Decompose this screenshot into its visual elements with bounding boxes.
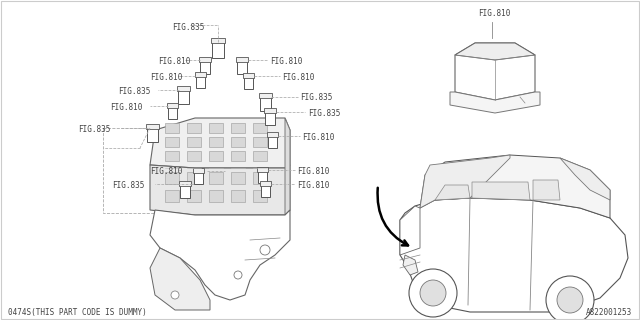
Circle shape: [171, 291, 179, 299]
Polygon shape: [150, 118, 290, 168]
Text: FIG.810: FIG.810: [110, 102, 142, 111]
Bar: [209, 137, 223, 147]
Bar: [165, 123, 179, 133]
Polygon shape: [403, 255, 418, 275]
Circle shape: [557, 287, 583, 313]
Polygon shape: [455, 43, 535, 60]
Bar: [165, 190, 179, 202]
Bar: [259, 97, 271, 111]
Text: FIG.835: FIG.835: [172, 23, 204, 33]
Bar: [187, 137, 201, 147]
Polygon shape: [400, 198, 628, 312]
Bar: [253, 172, 267, 184]
Bar: [259, 181, 271, 186]
Bar: [243, 73, 253, 78]
Bar: [265, 111, 275, 124]
Bar: [168, 107, 177, 119]
Bar: [187, 172, 201, 184]
Text: FIG.810: FIG.810: [478, 9, 510, 18]
Circle shape: [546, 276, 594, 320]
Bar: [264, 108, 276, 113]
Text: A822001253: A822001253: [586, 308, 632, 317]
Polygon shape: [560, 158, 610, 200]
Circle shape: [260, 245, 270, 255]
Text: FIG.810: FIG.810: [270, 57, 302, 66]
Bar: [231, 172, 245, 184]
Bar: [209, 123, 223, 133]
Bar: [257, 167, 268, 172]
Bar: [177, 86, 189, 91]
Polygon shape: [150, 248, 210, 310]
Bar: [253, 123, 267, 133]
Bar: [237, 60, 247, 74]
Bar: [266, 132, 278, 137]
Bar: [200, 60, 210, 74]
Polygon shape: [285, 118, 290, 215]
Bar: [187, 151, 201, 161]
Bar: [187, 123, 201, 133]
Bar: [199, 57, 211, 61]
Text: FIG.835: FIG.835: [300, 93, 332, 102]
Bar: [195, 72, 205, 77]
Bar: [209, 151, 223, 161]
Polygon shape: [435, 185, 470, 200]
Polygon shape: [420, 155, 510, 208]
Bar: [179, 180, 191, 186]
Text: FIG.835: FIG.835: [308, 108, 340, 117]
Bar: [177, 90, 189, 104]
Polygon shape: [455, 43, 535, 100]
Bar: [209, 190, 223, 202]
Bar: [211, 38, 225, 43]
Bar: [257, 171, 266, 183]
Circle shape: [409, 269, 457, 317]
Text: FIG.810: FIG.810: [158, 57, 190, 66]
Bar: [268, 136, 276, 148]
Polygon shape: [400, 206, 420, 255]
Bar: [165, 172, 179, 184]
Text: FIG.835: FIG.835: [118, 86, 150, 95]
Polygon shape: [420, 155, 610, 218]
Bar: [187, 190, 201, 202]
Bar: [195, 76, 205, 88]
Circle shape: [420, 280, 446, 306]
Text: FIG.810: FIG.810: [282, 73, 314, 82]
Bar: [209, 172, 223, 184]
Bar: [253, 137, 267, 147]
Bar: [253, 190, 267, 202]
Bar: [147, 128, 157, 142]
Bar: [193, 168, 204, 173]
Text: FIG.835: FIG.835: [78, 124, 110, 133]
Text: FIG.810: FIG.810: [302, 132, 334, 141]
Bar: [103, 128, 278, 213]
Polygon shape: [150, 210, 290, 300]
Polygon shape: [472, 182, 530, 200]
Bar: [231, 123, 245, 133]
Bar: [253, 151, 267, 161]
Text: FIG.835: FIG.835: [112, 180, 145, 189]
Polygon shape: [450, 92, 540, 113]
Text: 0474S(THIS PART CODE IS DUMMY): 0474S(THIS PART CODE IS DUMMY): [8, 308, 147, 317]
Bar: [260, 185, 269, 197]
Bar: [243, 77, 253, 89]
Bar: [165, 137, 179, 147]
Bar: [212, 42, 224, 58]
Polygon shape: [150, 165, 290, 215]
Text: FIG.810: FIG.810: [297, 180, 330, 189]
Bar: [165, 151, 179, 161]
Bar: [145, 124, 159, 129]
Bar: [180, 185, 190, 197]
Polygon shape: [533, 180, 560, 200]
Bar: [231, 151, 245, 161]
Text: FIG.810: FIG.810: [297, 166, 330, 175]
Text: FIG.810: FIG.810: [150, 73, 182, 82]
Bar: [236, 57, 248, 61]
Text: FIG.810: FIG.810: [150, 167, 182, 177]
Bar: [231, 190, 245, 202]
Circle shape: [234, 271, 242, 279]
Bar: [231, 137, 245, 147]
Bar: [259, 93, 271, 98]
Bar: [193, 172, 202, 184]
Bar: [166, 103, 177, 108]
